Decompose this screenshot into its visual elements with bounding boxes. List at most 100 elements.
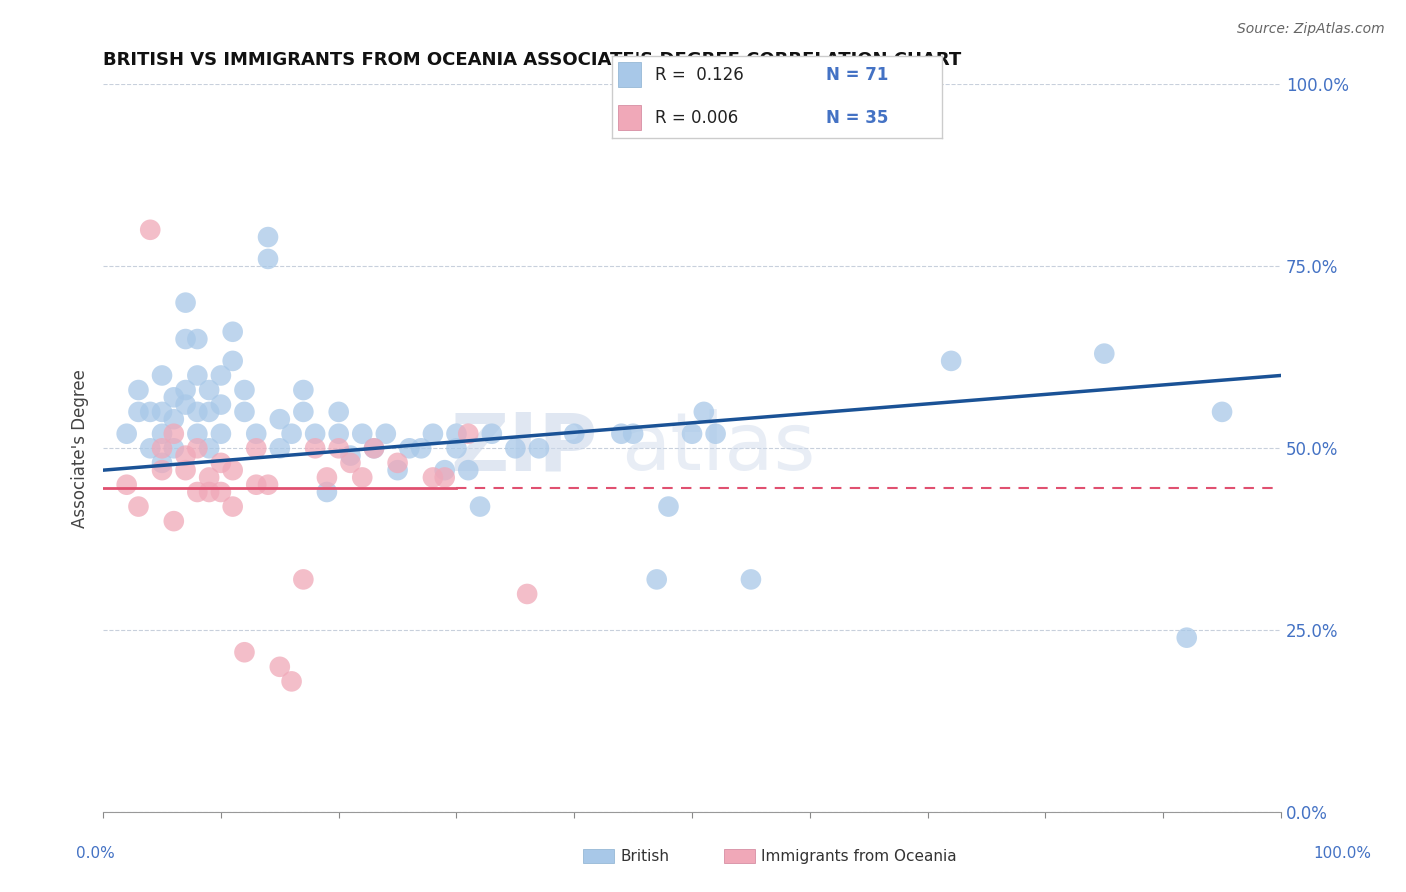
Point bbox=[198, 442, 221, 456]
Point bbox=[693, 405, 716, 419]
Point bbox=[481, 426, 503, 441]
Point bbox=[150, 405, 173, 419]
Point bbox=[233, 405, 256, 419]
Point bbox=[163, 514, 186, 528]
Text: Immigrants from Oceania: Immigrants from Oceania bbox=[761, 849, 956, 863]
Point bbox=[186, 332, 208, 346]
Point bbox=[1092, 346, 1115, 360]
Point bbox=[174, 398, 197, 412]
Point bbox=[127, 383, 149, 397]
Point bbox=[209, 368, 232, 383]
Text: British: British bbox=[620, 849, 669, 863]
Point bbox=[1175, 631, 1198, 645]
Bar bbox=[619, 105, 641, 130]
Point bbox=[221, 500, 243, 514]
Text: 100.0%: 100.0% bbox=[1313, 847, 1372, 861]
Point bbox=[527, 442, 550, 456]
Point bbox=[280, 426, 302, 441]
Point bbox=[304, 442, 326, 456]
Text: ZIP: ZIP bbox=[450, 409, 598, 487]
Point bbox=[163, 442, 186, 456]
Point bbox=[1211, 405, 1233, 419]
Point bbox=[150, 368, 173, 383]
Point bbox=[941, 354, 963, 368]
Point bbox=[245, 442, 267, 456]
Point bbox=[457, 463, 479, 477]
Point bbox=[433, 463, 456, 477]
Point bbox=[621, 426, 644, 441]
Text: atlas: atlas bbox=[621, 409, 815, 487]
Point bbox=[269, 660, 291, 674]
Point bbox=[657, 500, 679, 514]
Point bbox=[163, 390, 186, 404]
Point bbox=[446, 426, 468, 441]
Point bbox=[328, 442, 350, 456]
Text: N = 71: N = 71 bbox=[827, 66, 889, 84]
Point bbox=[163, 412, 186, 426]
Point bbox=[209, 426, 232, 441]
Point bbox=[363, 442, 385, 456]
Text: BRITISH VS IMMIGRANTS FROM OCEANIA ASSOCIATE'S DEGREE CORRELATION CHART: BRITISH VS IMMIGRANTS FROM OCEANIA ASSOC… bbox=[103, 51, 962, 69]
Point bbox=[186, 405, 208, 419]
Point bbox=[422, 426, 444, 441]
Point bbox=[257, 252, 280, 266]
Point bbox=[209, 398, 232, 412]
Point bbox=[221, 463, 243, 477]
Point bbox=[505, 442, 527, 456]
Point bbox=[198, 383, 221, 397]
Point bbox=[186, 426, 208, 441]
Point bbox=[174, 383, 197, 397]
Point bbox=[516, 587, 538, 601]
Point bbox=[245, 426, 267, 441]
Bar bbox=[619, 62, 641, 87]
Point bbox=[115, 477, 138, 491]
Text: 0.0%: 0.0% bbox=[76, 847, 115, 861]
Text: R = 0.006: R = 0.006 bbox=[655, 109, 738, 127]
Text: N = 35: N = 35 bbox=[827, 109, 889, 127]
Point bbox=[115, 426, 138, 441]
Point bbox=[150, 463, 173, 477]
Point bbox=[387, 463, 409, 477]
Point bbox=[292, 383, 315, 397]
Point bbox=[411, 442, 433, 456]
Point bbox=[269, 412, 291, 426]
Point bbox=[127, 405, 149, 419]
Point bbox=[339, 449, 361, 463]
Point bbox=[163, 426, 186, 441]
Point bbox=[610, 426, 633, 441]
Point bbox=[292, 405, 315, 419]
Point bbox=[328, 426, 350, 441]
Point bbox=[198, 470, 221, 484]
Point bbox=[233, 645, 256, 659]
Point bbox=[174, 463, 197, 477]
Point bbox=[316, 485, 339, 500]
Text: R =  0.126: R = 0.126 bbox=[655, 66, 744, 84]
Point bbox=[645, 573, 668, 587]
Point bbox=[269, 442, 291, 456]
Point bbox=[221, 354, 243, 368]
Point bbox=[233, 383, 256, 397]
Point bbox=[681, 426, 703, 441]
Point bbox=[257, 477, 280, 491]
Point bbox=[352, 426, 374, 441]
Point bbox=[174, 295, 197, 310]
Point bbox=[198, 405, 221, 419]
Point bbox=[221, 325, 243, 339]
Point bbox=[363, 442, 385, 456]
Point bbox=[740, 573, 762, 587]
Point bbox=[446, 442, 468, 456]
Text: Source: ZipAtlas.com: Source: ZipAtlas.com bbox=[1237, 22, 1385, 37]
Point bbox=[387, 456, 409, 470]
Point bbox=[186, 485, 208, 500]
Point bbox=[328, 405, 350, 419]
Point bbox=[422, 470, 444, 484]
Point bbox=[398, 442, 420, 456]
Point bbox=[292, 573, 315, 587]
Point bbox=[150, 426, 173, 441]
Point bbox=[352, 470, 374, 484]
Point bbox=[139, 442, 162, 456]
Point bbox=[150, 456, 173, 470]
Point bbox=[174, 332, 197, 346]
Point bbox=[245, 477, 267, 491]
Point bbox=[150, 442, 173, 456]
